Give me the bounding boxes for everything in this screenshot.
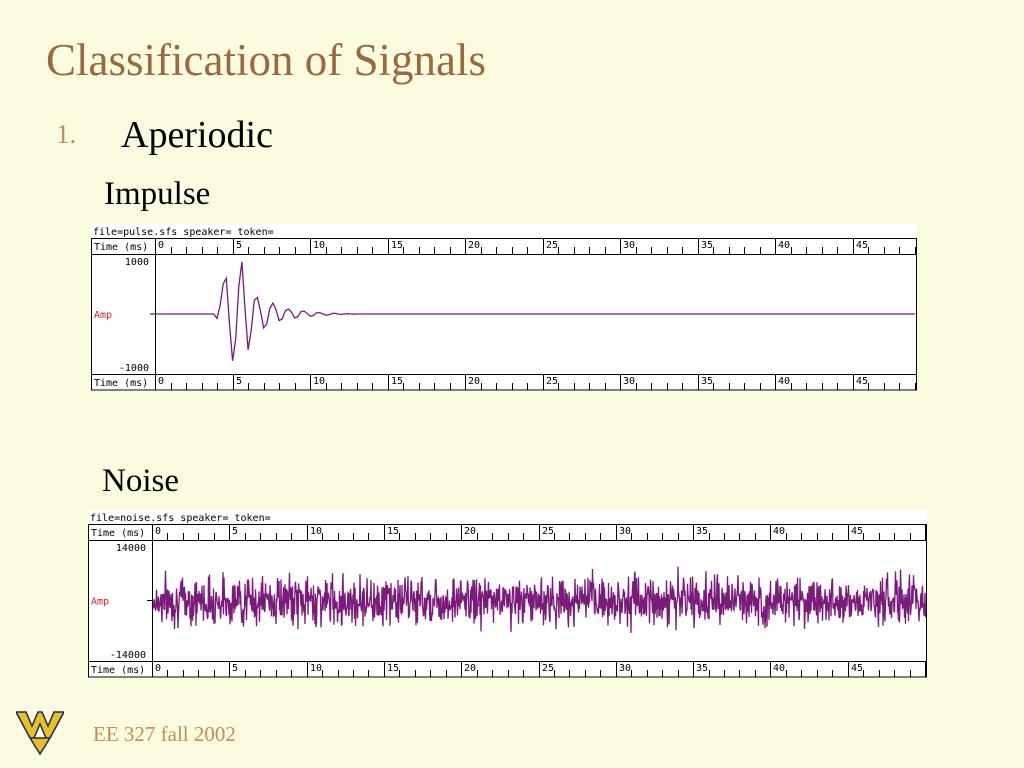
file-header: file=noise.sfs speaker= token= bbox=[90, 513, 271, 524]
wvu-logo-icon bbox=[14, 708, 66, 761]
footer-text: EE 327 fall 2002 bbox=[93, 722, 236, 746]
tick-label-top-5: 5 bbox=[236, 240, 242, 251]
time-axis-label-bottom: Time (ms) bbox=[94, 378, 148, 389]
tick-label-bottom-5: 5 bbox=[236, 376, 242, 387]
tick-label-bottom-0: 0 bbox=[158, 376, 164, 387]
bullet-number: 1. bbox=[56, 119, 77, 149]
tick-label-top-35: 35 bbox=[696, 526, 708, 537]
y-min-label: -14000 bbox=[110, 650, 146, 661]
impulse-label: Impulse bbox=[104, 176, 211, 212]
tick-label-top-10: 10 bbox=[313, 240, 325, 251]
amp-label: Amp bbox=[94, 310, 112, 321]
noise-panel: file=noise.sfs speaker= token= Time (ms) 0… bbox=[88, 510, 927, 678]
noise-chart: file=noise.sfs speaker= token= Time (ms) 0… bbox=[88, 513, 927, 678]
tick-label-top-40: 40 bbox=[778, 240, 790, 251]
tick-label-top-35: 35 bbox=[701, 240, 713, 251]
panel-frame bbox=[91, 238, 917, 391]
tick-label-bottom-25: 25 bbox=[542, 663, 554, 674]
slide-title: Classification of Signals bbox=[46, 35, 486, 85]
tick-label-bottom-30: 30 bbox=[619, 663, 631, 674]
file-header: file=pulse.sfs speaker= token= bbox=[93, 227, 274, 238]
tick-label-bottom-35: 35 bbox=[696, 663, 708, 674]
tick-label-bottom-35: 35 bbox=[701, 376, 713, 387]
tick-label-bottom-10: 10 bbox=[310, 663, 322, 674]
tick-label-bottom-5: 5 bbox=[232, 663, 238, 674]
y-max-label: 14000 bbox=[116, 543, 146, 554]
tick-label-top-45: 45 bbox=[851, 526, 863, 537]
tick-label-bottom-45: 45 bbox=[856, 376, 868, 387]
tick-label-top-0: 0 bbox=[155, 526, 161, 537]
tick-label-top-30: 30 bbox=[623, 240, 635, 251]
tick-label-top-40: 40 bbox=[773, 526, 785, 537]
tick-label-bottom-10: 10 bbox=[313, 376, 325, 387]
tick-label-top-20: 20 bbox=[464, 526, 476, 537]
noise-label: Noise bbox=[102, 463, 179, 499]
tick-label-top-5: 5 bbox=[232, 526, 238, 537]
waveform-line bbox=[152, 566, 927, 633]
tick-label-top-15: 15 bbox=[387, 526, 399, 537]
tick-label-bottom-30: 30 bbox=[623, 376, 635, 387]
tick-label-bottom-15: 15 bbox=[391, 376, 403, 387]
amp-label: Amp bbox=[91, 597, 109, 608]
tick-label-top-25: 25 bbox=[542, 526, 554, 537]
impulse-chart: file=pulse.sfs speaker= token= Time (ms) 0… bbox=[91, 227, 917, 391]
tick-label-top-45: 45 bbox=[856, 240, 868, 251]
tick-label-bottom-40: 40 bbox=[773, 663, 785, 674]
time-axis-label-top: Time (ms) bbox=[94, 242, 148, 253]
tick-label-top-15: 15 bbox=[391, 240, 403, 251]
tick-label-bottom-20: 20 bbox=[464, 663, 476, 674]
impulse-panel: file=pulse.sfs speaker= token= Time (ms) 0… bbox=[91, 224, 917, 391]
y-max-label: 1000 bbox=[125, 257, 149, 268]
tick-label-top-30: 30 bbox=[619, 526, 631, 537]
tick-label-bottom-20: 20 bbox=[468, 376, 480, 387]
y-min-label: -1000 bbox=[119, 363, 149, 374]
waveform-line bbox=[155, 261, 915, 361]
tick-label-bottom-45: 45 bbox=[851, 663, 863, 674]
tick-label-bottom-25: 25 bbox=[546, 376, 558, 387]
tick-label-top-25: 25 bbox=[546, 240, 558, 251]
panel-frame bbox=[88, 524, 927, 678]
tick-label-bottom-40: 40 bbox=[778, 376, 790, 387]
tick-label-bottom-0: 0 bbox=[155, 663, 161, 674]
time-axis-label-bottom: Time (ms) bbox=[91, 665, 145, 676]
time-axis-label-top: Time (ms) bbox=[91, 528, 145, 539]
bullet-text: Aperiodic bbox=[121, 114, 273, 156]
tick-label-top-0: 0 bbox=[158, 240, 164, 251]
tick-label-bottom-15: 15 bbox=[387, 663, 399, 674]
tick-label-top-20: 20 bbox=[468, 240, 480, 251]
tick-label-top-10: 10 bbox=[310, 526, 322, 537]
